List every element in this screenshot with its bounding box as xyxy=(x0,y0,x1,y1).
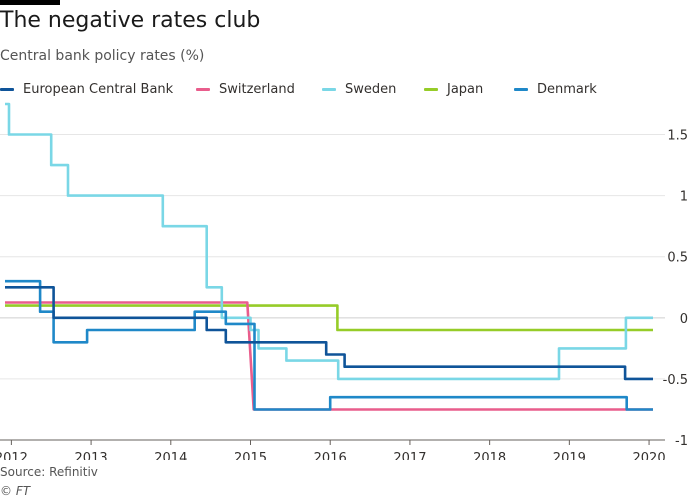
x-tick-label: 2017 xyxy=(393,451,426,460)
legend-swatch-sweden xyxy=(322,87,336,91)
legend-swatch-switzerland xyxy=(196,87,210,91)
legend-swatch-denmark xyxy=(514,87,528,91)
series-lines xyxy=(5,102,653,411)
legend-item-ecb: European Central Bank xyxy=(0,80,173,98)
series-line-european-central-bank xyxy=(5,286,653,381)
y-tick-label: 1.5 xyxy=(667,129,688,144)
policy-rates-chart: 2012 2013 2014 2015 2016 2017 2018 2019 2020 1.5… xyxy=(0,102,688,460)
legend-label-sweden: Sweden xyxy=(345,81,397,97)
legend-label-ecb: European Central Bank xyxy=(23,81,174,97)
x-tick-label: 2014 xyxy=(154,451,187,460)
x-tick-label: 2018 xyxy=(473,451,506,460)
x-tick-label: 2020 xyxy=(633,451,666,460)
gridlines xyxy=(0,134,665,441)
y-tick-label: 0 xyxy=(680,312,688,327)
series-line-denmark xyxy=(5,279,653,411)
legend-label-switzerland: Switzerland xyxy=(219,81,295,97)
chart-subtitle: Central bank policy rates (%) xyxy=(0,48,205,64)
legend-item-japan: Japan xyxy=(424,80,483,98)
y-axis: 1.5 1 0.5 0 -0.5 -1 xyxy=(663,129,688,449)
legend-item-switzerland: Switzerland xyxy=(196,80,295,98)
series-line-sweden xyxy=(5,102,653,381)
x-tick-label: 2012 xyxy=(0,451,28,460)
source-note: Source: Refinitiv xyxy=(0,465,98,479)
legend-item-sweden: Sweden xyxy=(322,80,396,98)
legend-item-denmark: Denmark xyxy=(514,80,597,98)
legend-label-japan: Japan xyxy=(447,81,484,97)
y-tick-label: 1 xyxy=(680,190,688,205)
legend: European Central Bank Switzerland Sweden… xyxy=(0,80,700,98)
legend-label-denmark: Denmark xyxy=(537,81,597,97)
y-tick-label: -1 xyxy=(675,434,688,449)
chart-title: The negative rates club xyxy=(0,8,261,33)
brand-bar xyxy=(0,0,60,5)
series-line-japan xyxy=(5,304,653,332)
x-tick-label: 2016 xyxy=(314,451,347,460)
x-tick-label: 2015 xyxy=(234,451,267,460)
legend-swatch-japan xyxy=(424,87,438,91)
y-tick-label: 0.5 xyxy=(667,251,688,266)
legend-swatch-ecb xyxy=(0,87,14,91)
y-tick-label: -0.5 xyxy=(663,373,688,388)
series-line-switzerland xyxy=(5,301,653,411)
x-tick-label: 2013 xyxy=(75,451,108,460)
credit-note: © FT xyxy=(0,484,31,498)
x-axis: 2012 2013 2014 2015 2016 2017 2018 2019 2020 xyxy=(0,439,666,460)
x-tick-label: 2019 xyxy=(553,451,586,460)
